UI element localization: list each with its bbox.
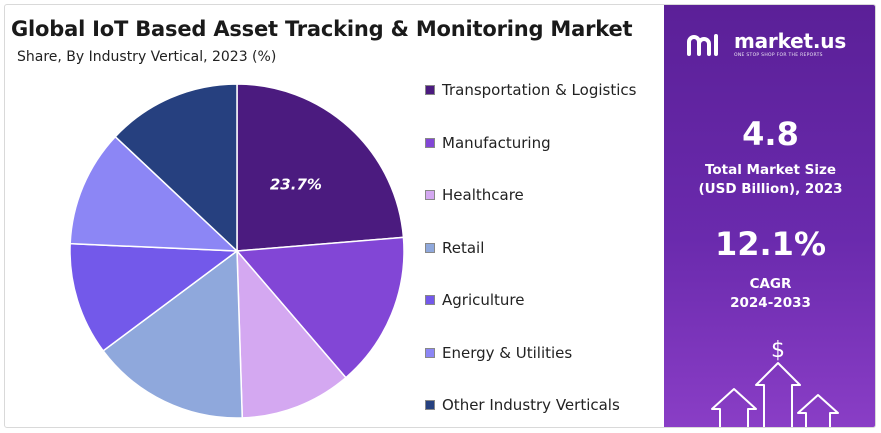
legend-label: Healthcare [442,186,524,204]
legend-swatch [425,137,435,148]
legend-swatch [425,190,435,200]
legend-label: Agriculture [442,291,525,309]
brand-tagline: ONE STOP SHOP FOR THE REPORTS [734,53,823,58]
pie-slice-healthcare [236,248,347,419]
pie-chart: 23.7% [69,83,405,419]
pie-slice-other-industry-verticals [114,83,238,253]
brand-name: market.us [734,29,847,53]
market-size-label-line1: Total Market Size [704,162,837,178]
pie-data-label: 23.7% [270,176,322,194]
legend-item: Manufacturing [425,133,551,153]
legend-label: Energy & Utilities [442,343,573,362]
legend-item: Transportation & Logistics [425,80,636,100]
legend-swatch [425,400,435,410]
pie-slice-agriculture [69,242,240,352]
legend-swatch [425,295,435,305]
cagr-period: 2024-2033 [730,295,811,311]
legend-item: Agriculture [425,290,525,310]
cagr-label: CAGR [749,276,792,292]
legend-item: Retail [425,238,484,258]
dollar-sign: $ [771,338,785,363]
legend-item: Energy & Utilities [425,343,572,363]
chart-frame: Global IoT Based Asset Tracking & Monito… [4,4,876,428]
legend-item: Healthcare [425,185,524,205]
legend-label: Manufacturing [442,133,551,152]
legend-swatch [425,242,435,253]
legend-swatch [425,85,435,95]
market-us-logo-icon [686,32,726,58]
legend-label: Transportation & Logistics [442,81,637,99]
pie-slice-manufacturing [235,236,405,379]
pie-slice-transportation-logistics [236,83,405,252]
legend-label: Retail [442,238,485,257]
legend-item: Other Industry Verticals [425,395,620,415]
pie-slice-energy-utilities [69,135,239,252]
legend-label: Other Industry Verticals [442,396,620,414]
summary-panel: market.us ONE STOP SHOP FOR THE REPORTS … [664,5,875,427]
chart-title: Global IoT Based Asset Tracking & Monito… [11,17,633,41]
market-size-label-line2: (USD Billion), 2023 [698,181,843,197]
growth-arrows-icon: $ [711,338,839,427]
brand: market.us ONE STOP SHOP FOR THE REPORTS [686,31,846,58]
chart-subtitle: Share, By Industry Vertical, 2023 (%) [17,49,277,65]
legend-swatch [425,347,435,358]
pie-slice-retail [102,249,244,419]
market-size-value: 4.8 [742,115,799,153]
cagr-value: 12.1% [714,225,826,263]
